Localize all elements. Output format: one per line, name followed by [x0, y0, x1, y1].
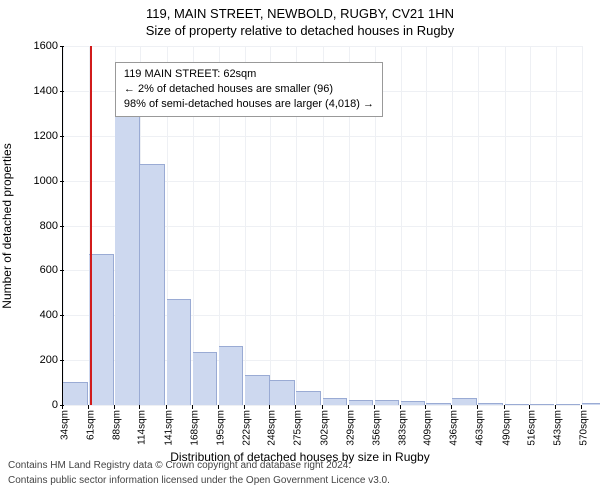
x-axis-label: Distribution of detached houses by size … [0, 450, 600, 464]
y-tick-label: 1200 [8, 130, 58, 142]
y-tick-label: 0 [8, 399, 58, 411]
histogram-bar [478, 403, 503, 405]
histogram-bar [426, 403, 451, 405]
histogram-bar [349, 400, 374, 405]
y-tick-label: 1600 [8, 40, 58, 52]
x-tick-label: 570sqm [579, 410, 590, 446]
x-tick-label: 543sqm [552, 410, 563, 446]
chart-area: 119 MAIN STREET: 62sqm ← 2% of detached … [0, 38, 600, 458]
histogram-bar [452, 398, 477, 405]
x-tick-label: 168sqm [189, 410, 200, 446]
x-tick-label: 141sqm [163, 410, 174, 446]
x-tick-label: 516sqm [526, 410, 537, 446]
x-tick-label: 114sqm [137, 410, 148, 445]
x-tick-label: 409sqm [423, 410, 434, 446]
y-tick-label: 200 [8, 354, 58, 366]
x-tick-label: 222sqm [242, 410, 253, 446]
x-tick-label: 195sqm [215, 410, 226, 446]
histogram-bar [505, 404, 530, 405]
histogram-bar [140, 164, 165, 405]
x-tick-label: 356sqm [371, 410, 382, 446]
info-box: 119 MAIN STREET: 62sqm ← 2% of detached … [115, 62, 383, 117]
histogram-bar [193, 352, 218, 405]
histogram-bar [115, 115, 140, 405]
x-tick-label: 275sqm [293, 410, 304, 446]
histogram-bar [582, 403, 600, 405]
x-tick-label: 34sqm [60, 410, 71, 440]
y-tick-label: 400 [8, 309, 58, 321]
histogram-bar [296, 391, 321, 405]
property-marker-line [90, 46, 92, 405]
histogram-bar [219, 346, 244, 405]
y-tick-label: 800 [8, 220, 58, 232]
x-tick-label: 88sqm [112, 410, 123, 440]
histogram-bar [556, 404, 581, 405]
plot-area: 119 MAIN STREET: 62sqm ← 2% of detached … [62, 46, 582, 406]
x-tick-label: 61sqm [86, 410, 97, 440]
histogram-bar [530, 404, 555, 405]
x-tick-label: 383sqm [397, 410, 408, 446]
histogram-bar [89, 254, 114, 405]
y-tick-label: 600 [8, 264, 58, 276]
info-line-2: ← 2% of detached houses are smaller (96) [124, 82, 374, 97]
histogram-bar [245, 375, 270, 405]
info-line-3: 98% of semi-detached houses are larger (… [124, 97, 374, 112]
x-tick-label: 436sqm [449, 410, 460, 446]
x-tick-label: 329sqm [345, 410, 356, 446]
histogram-bar [375, 400, 400, 405]
histogram-bar [167, 299, 192, 405]
chart-title-sub: Size of property relative to detached ho… [0, 21, 600, 38]
histogram-bar [323, 398, 348, 405]
histogram-bar [401, 401, 426, 405]
histogram-bar [270, 380, 295, 405]
y-tick-label: 1400 [8, 85, 58, 97]
x-tick-label: 490sqm [501, 410, 512, 446]
x-tick-label: 463sqm [475, 410, 486, 446]
x-tick-label: 302sqm [319, 410, 330, 446]
info-line-1: 119 MAIN STREET: 62sqm [124, 67, 374, 82]
histogram-bar [63, 382, 88, 405]
x-tick-label: 248sqm [267, 410, 278, 446]
credits-line-2: Contains public sector information licen… [0, 473, 600, 488]
chart-title-main: 119, MAIN STREET, NEWBOLD, RUGBY, CV21 1… [0, 0, 600, 21]
y-tick-label: 1000 [8, 175, 58, 187]
